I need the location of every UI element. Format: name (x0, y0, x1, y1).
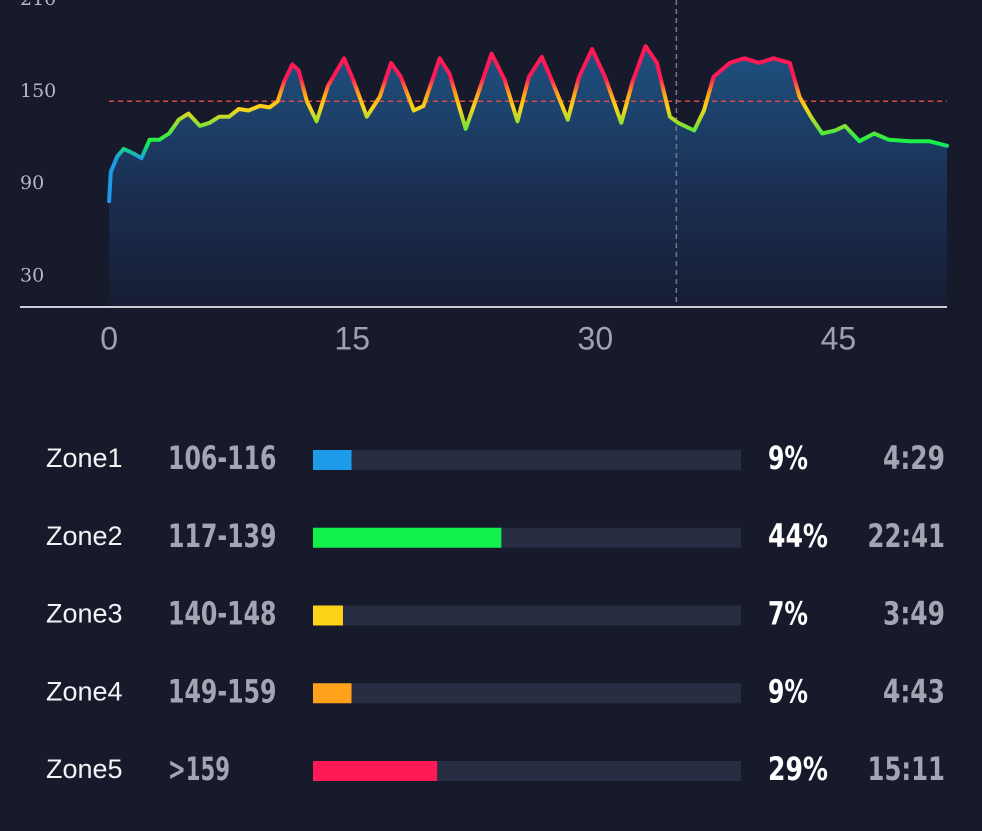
zone-duration: 3:49 (883, 595, 945, 633)
x-tick-label: 15 (334, 320, 370, 356)
zone-range: 149-159 (168, 672, 277, 710)
zone-track (313, 683, 741, 704)
x-tick-label: 30 (578, 320, 614, 356)
zone-percent: 7% (768, 595, 808, 633)
zone-name: Zone3 (46, 599, 123, 629)
zone-name: Zone2 (46, 521, 123, 551)
zone-range: 106-116 (168, 439, 277, 477)
zone-table: Zone1 106-116 9% 4:29 Zone2 117-139 44% 22:41 Zo… (46, 439, 945, 788)
heart-rate-line (107, 44, 949, 204)
zone-name: Zone4 (46, 676, 123, 706)
zone-percent: 44% (768, 517, 828, 555)
zone-bar (313, 683, 352, 704)
zone-bar (313, 450, 352, 470)
y-tick-label: 30 (20, 264, 44, 286)
y-tick-label: 90 (20, 172, 44, 194)
zone-percent: 29% (768, 750, 828, 788)
zone-name: Zone5 (46, 754, 123, 784)
zone-duration: 4:43 (883, 672, 945, 710)
zone-track (313, 450, 741, 470)
zone-bar (313, 527, 502, 548)
zone-percent: 9% (768, 439, 808, 477)
x-tick-label: 45 (821, 320, 857, 356)
zone-range: 117-139 (168, 517, 277, 555)
zone-name: Zone1 (46, 443, 123, 473)
zone-percent: 9% (768, 672, 808, 710)
area-fill (109, 46, 948, 307)
zone-range: >159 (168, 750, 230, 788)
heart-rate-chart: 30 90 150 210 0 15 30 45 (20, 0, 949, 356)
x-tick-label: 0 (100, 320, 118, 356)
y-tick-label: 210 (20, 0, 56, 10)
zone-bar (313, 605, 343, 626)
zone-duration: 22:41 (868, 517, 946, 555)
y-tick-label: 150 (20, 80, 56, 102)
zone-range: 140-148 (168, 595, 277, 633)
zone-track (313, 605, 741, 626)
zone-duration: 15:11 (868, 750, 946, 788)
zone-duration: 4:29 (883, 439, 945, 477)
zone-bar (313, 761, 438, 781)
